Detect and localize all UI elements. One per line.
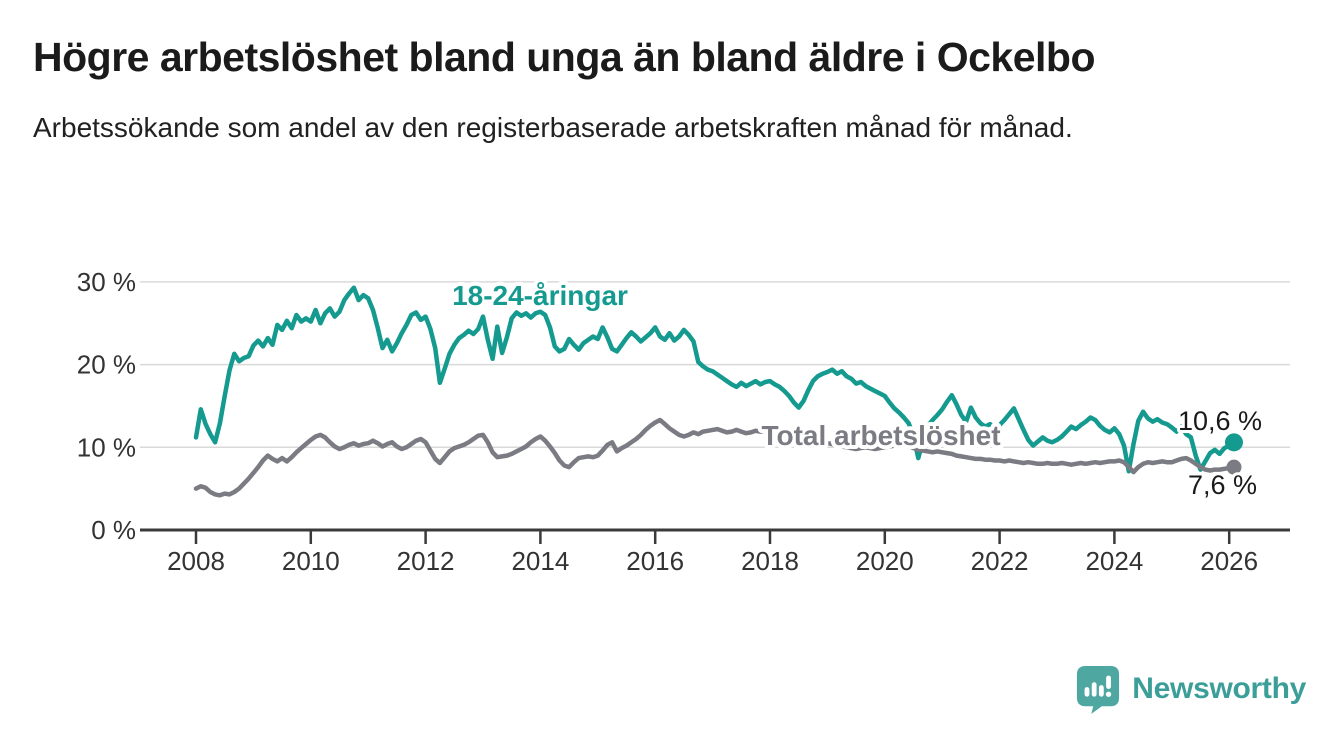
x-tick-label-2012: 2012 [397,546,455,576]
series-line-total [193,417,1237,498]
x-tick-label-2022: 2022 [971,546,1029,576]
end-value-label-total: 7,6 % [1188,470,1257,500]
x-tick-label-2026: 2026 [1200,546,1258,576]
x-tick-label-2014: 2014 [511,546,569,576]
chart-subtitle: Arbetssökande som andel av den registerb… [33,112,1073,144]
y-tick-label-20: 20 % [77,350,136,380]
series-end-dot-total [1226,459,1242,475]
x-tick-label-2016: 2016 [626,546,684,576]
logo-exclamation-bar [1106,675,1112,689]
logo-exclamation-dot [1106,691,1112,697]
logo-bar-2 [1092,682,1097,697]
x-tick-label-2020: 2020 [856,546,914,576]
series-label-youth-18-24: 18-24-åringar [452,280,628,311]
y-tick-label-30: 30 % [77,267,136,297]
logo-bar-3 [1099,685,1105,697]
y-tick-label-10: 10 % [77,432,136,462]
newsworthy-branding: Newsworthy [1075,664,1306,714]
x-tick-label-2018: 2018 [741,546,799,576]
logo-bar-1 [1084,687,1090,697]
chart-title: Högre arbetslöshet bland unga än bland ä… [33,34,1095,80]
newsworthy-logo-text: Newsworthy [1132,672,1306,705]
y-tick-label-0: 0 % [91,515,136,545]
x-tick-label-2024: 2024 [1085,546,1143,576]
x-tick-label-2008: 2008 [167,546,225,576]
logo-speech-bubble [1077,666,1120,714]
series-line-youth-18-24 [193,285,1237,474]
series-label-total: Total arbetslöshet [761,420,1000,451]
x-tick-label-2010: 2010 [282,546,340,576]
chart-header: Högre arbetslöshet bland unga än bland ä… [0,34,1340,147]
end-value-label-youth-18-24: 10,6 % [1178,406,1262,436]
newsworthy-logo-icon [1077,666,1120,714]
series-end-dot-youth-18-24 [1224,433,1243,452]
